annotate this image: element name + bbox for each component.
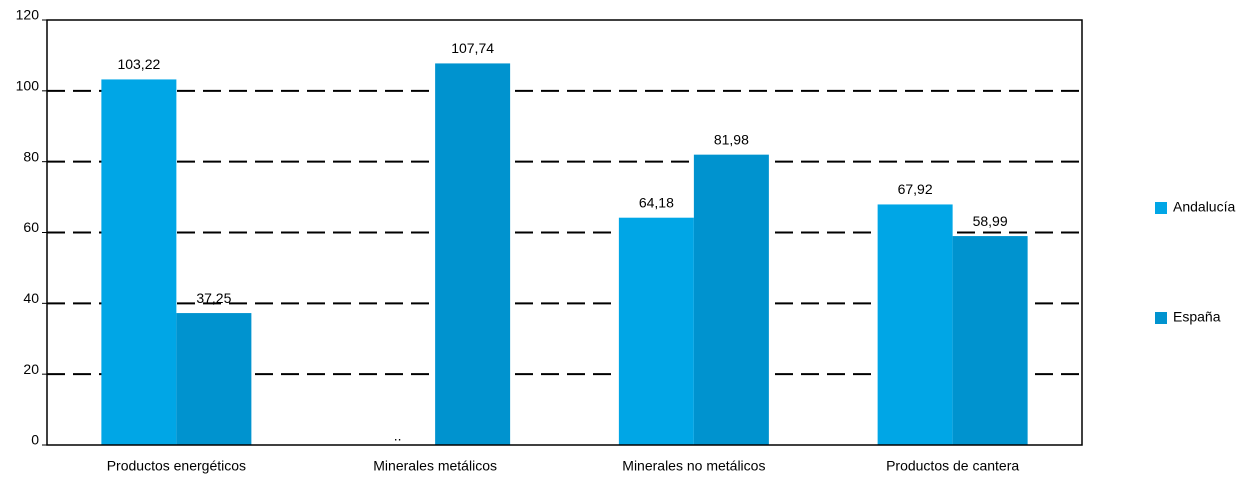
legend-label: Andalucía <box>1173 199 1235 215</box>
y-tick-label: 20 <box>23 361 39 377</box>
y-tick-label: 0 <box>31 432 39 448</box>
value-label: .. <box>394 428 402 444</box>
legend-swatch <box>1155 312 1167 324</box>
bar <box>952 236 1028 445</box>
value-label: 103,22 <box>117 56 160 72</box>
x-tick-label: Productos de cantera <box>886 458 1019 474</box>
y-tick-label: 120 <box>16 7 40 23</box>
bar <box>176 313 252 445</box>
bar <box>101 79 177 445</box>
value-label: 67,92 <box>898 181 933 197</box>
value-label: 81,98 <box>714 131 749 147</box>
value-label: 64,18 <box>639 194 674 210</box>
y-tick-label: 100 <box>16 78 40 94</box>
bar <box>618 217 694 445</box>
bar <box>693 154 769 445</box>
value-label: 37,25 <box>196 290 231 306</box>
x-tick-label: Minerales metálicos <box>373 458 497 474</box>
legend-label: España <box>1173 309 1221 325</box>
bar <box>877 204 953 445</box>
y-tick-label: 60 <box>23 219 39 235</box>
bar <box>435 63 511 445</box>
x-tick-label: Productos energéticos <box>107 458 246 474</box>
y-tick-label: 40 <box>23 290 39 306</box>
plot-frame <box>46 19 1083 446</box>
value-label: 58,99 <box>973 213 1008 229</box>
x-tick-label: Minerales no metálicos <box>622 458 765 474</box>
value-label: 107,74 <box>451 40 494 56</box>
y-tick-label: 80 <box>23 148 39 164</box>
legend-swatch <box>1155 202 1167 214</box>
